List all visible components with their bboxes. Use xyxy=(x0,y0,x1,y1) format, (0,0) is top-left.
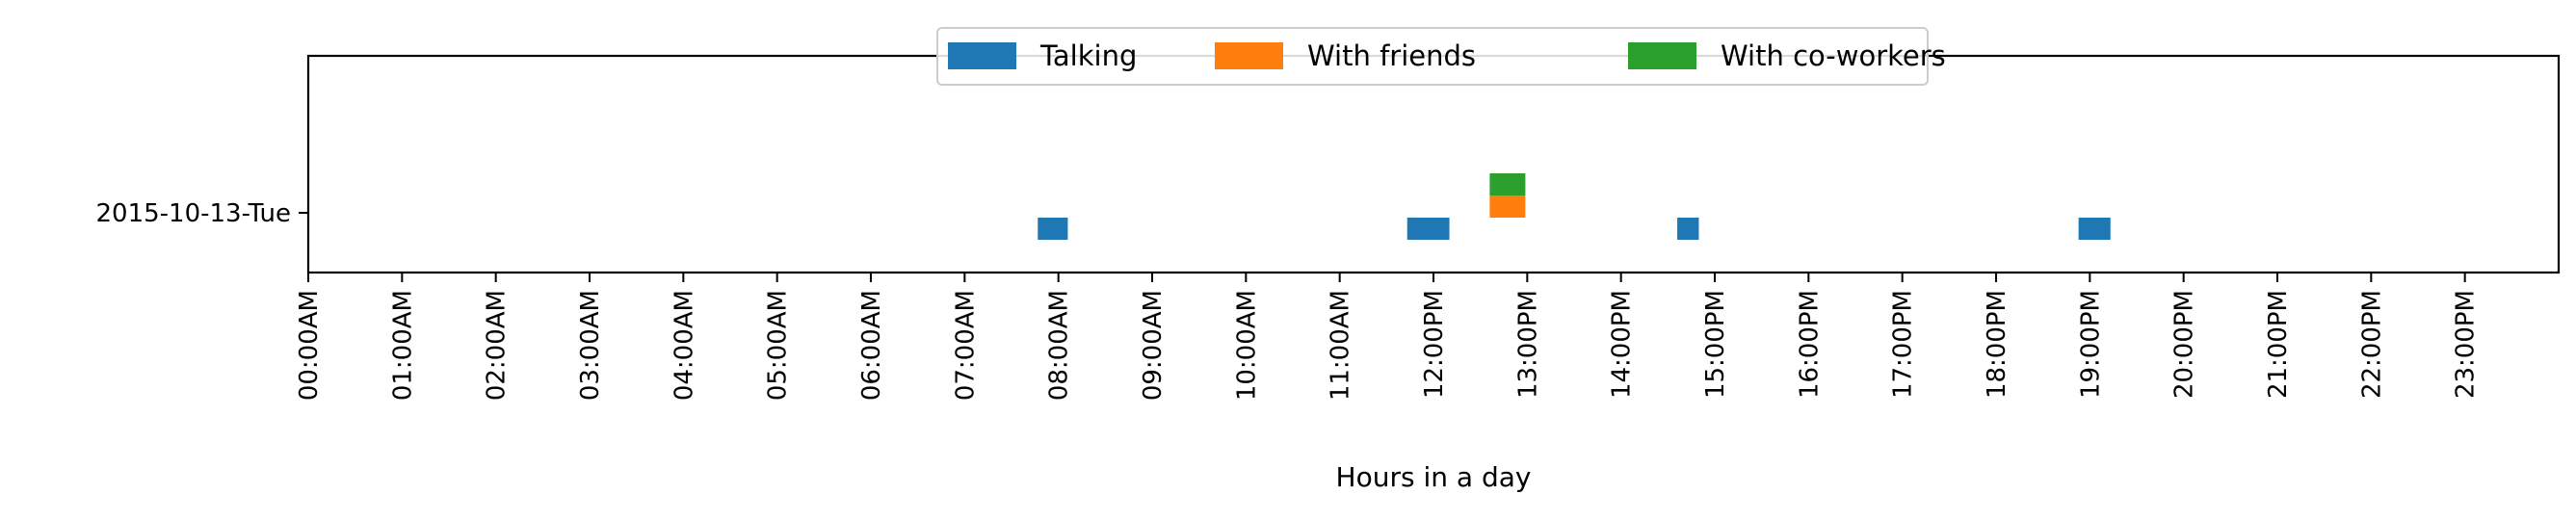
x-tick-label: 14:00PM xyxy=(1608,290,1637,399)
x-tick-label: 06:00AM xyxy=(857,290,886,401)
legend-swatch xyxy=(1628,42,1696,69)
x-tick-label: 07:00AM xyxy=(951,290,980,401)
x-tick-label: 21:00PM xyxy=(2264,290,2293,399)
x-axis: 00:00AM 01:00AM 02:00AM 03:00AM 04:00AM 05:00… xyxy=(295,273,2481,401)
x-tick-label: 20:00PM xyxy=(2170,290,2199,399)
bar-talking-0 xyxy=(1038,218,1068,240)
bar-with-co-workers-0 xyxy=(1489,173,1526,195)
bar-talking-2 xyxy=(1677,218,1699,240)
x-tick-label: 12:00PM xyxy=(1420,290,1449,399)
x-tick-label: 05:00AM xyxy=(764,290,793,401)
legend: Talking With friends With co-workers xyxy=(936,27,1946,86)
legend-box xyxy=(936,27,1929,86)
x-tick-label: 01:00AM xyxy=(388,290,417,401)
chart-bars xyxy=(1038,173,2111,240)
bar-talking-1 xyxy=(1406,218,1450,240)
bar-talking-3 xyxy=(2078,218,2111,240)
x-tick-label: 10:00AM xyxy=(1232,290,1261,401)
x-tick-label: 13:00PM xyxy=(1513,290,1542,399)
x-tick-label: 23:00PM xyxy=(2452,290,2481,399)
x-tick-label: 15:00PM xyxy=(1701,290,1730,399)
x-tick-label: 16:00PM xyxy=(1795,290,1824,399)
x-tick-label: 08:00AM xyxy=(1045,290,1074,401)
legend-label: With friends xyxy=(1307,39,1476,72)
y-axis: 2015-10-13-Tue xyxy=(95,199,308,228)
x-tick-label: 19:00PM xyxy=(2076,290,2105,399)
plot-frame xyxy=(306,54,2561,274)
x-tick-label: 11:00AM xyxy=(1327,290,1355,401)
x-tick-label: 17:00PM xyxy=(1889,290,1918,399)
legend-swatch xyxy=(1215,42,1283,69)
legend-swatch xyxy=(948,42,1016,69)
x-axis-label: Hours in a day xyxy=(1336,461,1532,493)
bar-with-friends-0 xyxy=(1489,195,1526,218)
legend-label: With co-workers xyxy=(1721,39,1946,72)
x-tick-label: 03:00AM xyxy=(576,290,605,401)
x-tick-label: 09:00AM xyxy=(1139,290,1168,401)
legend-label: Talking xyxy=(1039,39,1137,72)
x-tick-label: 22:00PM xyxy=(2357,290,2386,399)
y-tick-label: 2015-10-13-Tue xyxy=(95,199,291,228)
x-tick-label: 00:00AM xyxy=(295,290,324,401)
x-tick-label: 02:00AM xyxy=(483,290,512,401)
x-tick-label: 18:00PM xyxy=(1983,290,2011,399)
x-tick-label: 04:00AM xyxy=(670,290,698,401)
